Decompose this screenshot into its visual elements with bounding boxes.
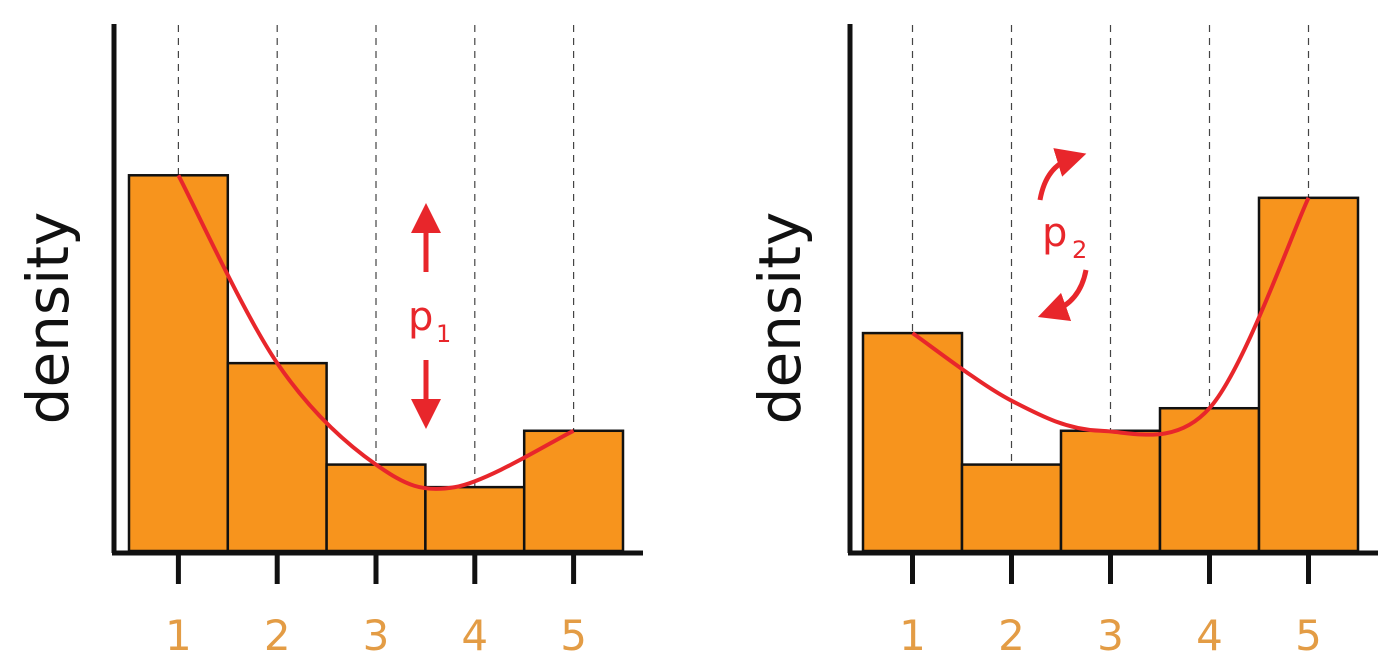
parameter-subscript: 2 (1072, 236, 1087, 264)
bar (226, 361, 328, 553)
parameter-label: p (1042, 210, 1067, 256)
x-tick-label: 3 (363, 611, 390, 660)
x-tick-label: 3 (1097, 611, 1124, 660)
x-tick-label: 2 (998, 611, 1025, 660)
bar (960, 463, 1063, 553)
x-ticks: 1 2 3 4 5 (899, 553, 1322, 660)
bar (127, 174, 230, 553)
parameter-annotation: p 2 (1037, 148, 1089, 322)
parameter-label: p (408, 294, 433, 340)
x-tick-label: 2 (264, 611, 291, 660)
x-tick-label: 4 (1196, 611, 1223, 660)
x-tick-label: 4 (461, 611, 488, 660)
x-tick-label: 1 (899, 611, 926, 660)
fit-curve (176, 174, 575, 491)
y-axis-label: density (14, 212, 82, 425)
parameter-subscript: 1 (436, 320, 451, 348)
fit-curve (911, 196, 1311, 437)
chart-panel-2: density 1 2 3 4 5 p 2 (746, 24, 1378, 660)
parameter-annotation: p 1 (408, 203, 451, 429)
bar (424, 485, 526, 553)
x-ticks: 1 2 3 4 5 (165, 553, 587, 660)
bar (522, 429, 625, 553)
bar (1059, 429, 1162, 553)
y-axis-label: density (746, 212, 814, 425)
x-tick-label: 1 (165, 611, 192, 660)
x-tick-label: 5 (560, 611, 587, 660)
x-tick-label: 5 (1295, 611, 1322, 660)
rotate-arrows-icon (1037, 148, 1089, 322)
chart-panel-1: density 1 2 3 4 5 p 1 (14, 24, 643, 660)
bar (861, 331, 964, 553)
bars (127, 174, 625, 553)
bar (1257, 196, 1360, 553)
bar (325, 463, 427, 553)
bars (861, 196, 1360, 553)
